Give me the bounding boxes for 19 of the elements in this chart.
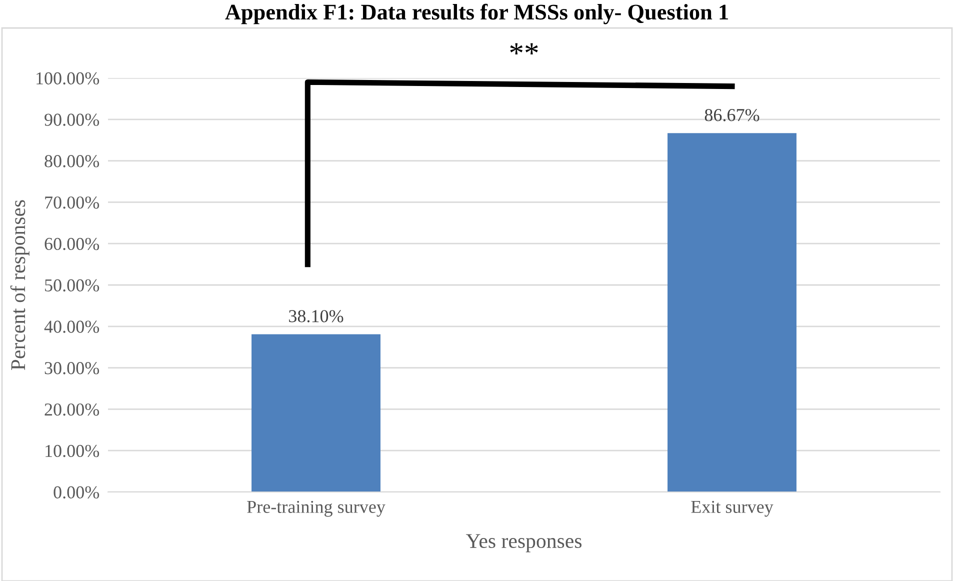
text: **	[510, 43, 538, 54]
y-axis-title: Percent of responses	[10, 200, 30, 370]
y-tick-label: 100.00%	[36, 72, 100, 85]
x-tick-label: Pre-training survey	[247, 500, 386, 517]
data-label: 86.67%	[704, 109, 760, 122]
y-tick-label: 50.00%	[45, 279, 100, 292]
y-tick-label: 10.00%	[46, 444, 100, 458]
y-tick-label: 90.00%	[44, 114, 100, 126]
x-tick-label: Exit survey	[691, 500, 774, 517]
y-tick-label: 40.00%	[44, 320, 100, 333]
y-tick-label: 60.00%	[44, 238, 100, 250]
y-tick-label: 30.00%	[44, 362, 100, 374]
x-axis-title: Yes responses	[466, 534, 582, 552]
y-tick-label: 20.00%	[44, 403, 100, 416]
chart-title: Appendix F1: Data results for MSSs only- Question 1	[225, 4, 728, 24]
data-label: 38.10%	[289, 310, 344, 322]
y-tick-label: 80.00%	[44, 155, 100, 168]
y-tick-label: 0.00%	[54, 486, 100, 499]
y-tick-label: 70.00%	[45, 196, 100, 209]
